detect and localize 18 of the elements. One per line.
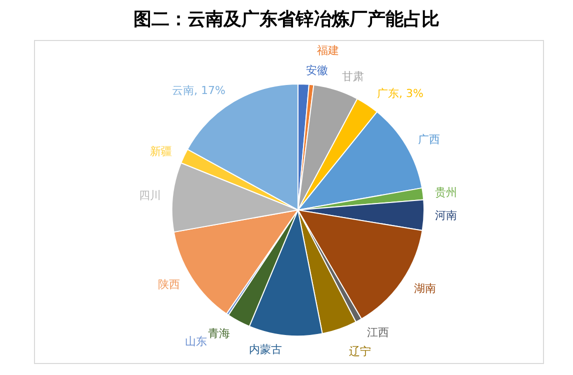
slice-label: 辽宁 (349, 345, 371, 358)
slice-label: 安徽 (306, 64, 328, 77)
slice-label: 内蒙古 (249, 343, 282, 356)
slice-label: 青海 (208, 327, 230, 340)
slice-label: 四川 (139, 189, 161, 202)
slice-label: 广东, 3% (377, 87, 424, 100)
slice-label: 新疆 (150, 145, 172, 158)
slice-label: 陕西 (158, 278, 180, 291)
slice-label: 贵州 (435, 186, 457, 199)
slice-label: 甘肃 (342, 70, 364, 83)
slice-label: 云南, 17% (172, 84, 226, 97)
slice-label: 福建 (317, 44, 339, 57)
slice-label: 河南 (435, 209, 457, 222)
slice-label: 湖南 (414, 282, 436, 295)
slice-label: 广西 (418, 133, 440, 146)
slice-label: 山东 (185, 335, 207, 348)
chart-title: 图二：云南及广东省锌冶炼厂产能占比 (134, 9, 440, 30)
slice-label: 江西 (367, 326, 389, 339)
